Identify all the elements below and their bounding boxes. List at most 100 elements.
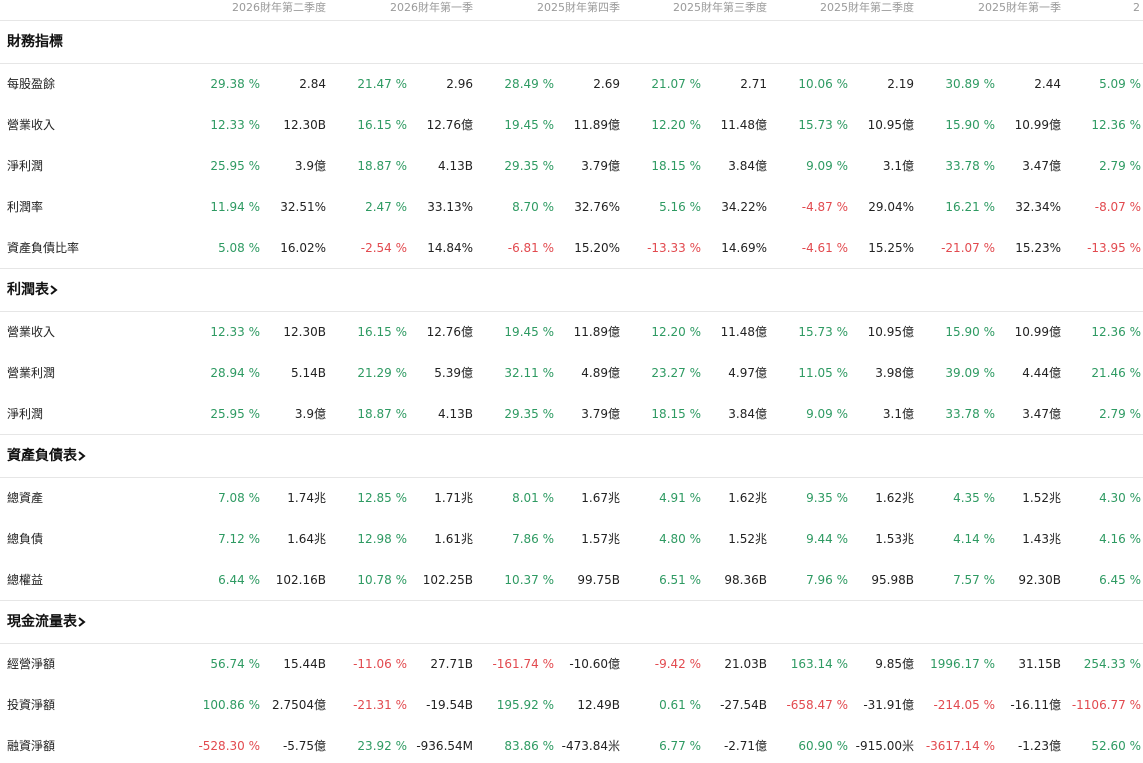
value: 4.97億	[728, 366, 767, 380]
separator	[0, 643, 1143, 644]
change-percent: 6.77 %	[659, 739, 701, 753]
value: 1.64兆	[287, 532, 326, 546]
value: 2.69	[593, 77, 620, 91]
row-label: 資產負債比率	[7, 241, 80, 255]
change-percent: 18.87 %	[357, 407, 407, 421]
change-percent: -8.07 %	[1094, 200, 1141, 214]
column-header: 2025財年第一季	[978, 1, 1061, 14]
section-title-text: 現金流量表	[7, 614, 77, 630]
change-percent: 6.44 %	[218, 573, 260, 587]
separator	[0, 20, 1143, 21]
value: 102.16B	[275, 573, 326, 587]
section-title[interactable]: 現金流量表	[7, 614, 87, 630]
change-percent: 12.36 %	[1091, 118, 1141, 132]
change-percent: 29.38 %	[210, 77, 260, 91]
section-title-text: 財務指標	[7, 34, 63, 50]
value: -915.00米	[855, 739, 914, 753]
value: 32.34%	[1015, 200, 1061, 214]
change-percent: 32.11 %	[504, 366, 554, 380]
change-percent: 1996.17 %	[930, 657, 995, 671]
value: 92.30B	[1018, 573, 1061, 587]
change-percent: 10.78 %	[357, 573, 407, 587]
row-label: 融資淨額	[7, 739, 56, 753]
change-percent: 4.80 %	[659, 532, 701, 546]
row-label: 利潤率	[7, 200, 44, 214]
value: 2.71	[740, 77, 767, 91]
value: 11.89億	[573, 118, 620, 132]
value: 4.13B	[438, 159, 473, 173]
change-percent: -13.95 %	[1087, 241, 1141, 255]
change-percent: 19.45 %	[504, 118, 554, 132]
value: 3.47億	[1022, 407, 1061, 421]
row-label: 總負債	[7, 532, 44, 546]
value: 102.25B	[422, 573, 473, 587]
change-percent: 18.15 %	[651, 159, 701, 173]
value: 34.22%	[721, 200, 767, 214]
value: 33.13%	[427, 200, 473, 214]
change-percent: -4.61 %	[801, 241, 848, 255]
change-percent: 12.20 %	[651, 118, 701, 132]
change-percent: 0.61 %	[659, 698, 701, 712]
value: -936.54M	[416, 739, 473, 753]
change-percent: -528.30 %	[198, 739, 260, 753]
value: 1.52兆	[728, 532, 767, 546]
change-percent: 60.90 %	[798, 739, 848, 753]
value: -5.75億	[282, 739, 326, 753]
change-percent: 5.16 %	[659, 200, 701, 214]
value: -473.84米	[561, 739, 620, 753]
change-percent: 195.92 %	[496, 698, 554, 712]
value: -16.11億	[1010, 698, 1061, 712]
change-percent: 16.15 %	[357, 325, 407, 339]
change-percent: -21.31 %	[353, 698, 407, 712]
change-percent: 5.09 %	[1099, 77, 1141, 91]
value: 31.15B	[1018, 657, 1061, 671]
change-percent: 12.98 %	[357, 532, 407, 546]
value: 21.03B	[724, 657, 767, 671]
change-percent: 10.06 %	[798, 77, 848, 91]
column-header: 2026財年第一季	[390, 1, 473, 14]
change-percent: 33.78 %	[945, 159, 995, 173]
column-header: 2025財年第四季	[537, 1, 620, 14]
separator	[0, 311, 1143, 312]
value: 3.1億	[882, 159, 914, 173]
change-percent: -2.54 %	[360, 241, 407, 255]
value: 10.95億	[867, 325, 914, 339]
change-percent: 12.33 %	[210, 118, 260, 132]
change-percent: 7.57 %	[953, 573, 995, 587]
row-label: 營業利潤	[7, 366, 56, 380]
change-percent: -3617.14 %	[925, 739, 995, 753]
change-percent: 100.86 %	[202, 698, 260, 712]
section-title[interactable]: 利潤表	[7, 282, 59, 298]
value: 2.96	[446, 77, 473, 91]
row-label: 營業收入	[7, 325, 56, 339]
value: 1.61兆	[434, 532, 473, 546]
change-percent: -13.33 %	[647, 241, 701, 255]
change-percent: 18.87 %	[357, 159, 407, 173]
change-percent: 8.70 %	[512, 200, 554, 214]
change-percent: 21.47 %	[357, 77, 407, 91]
value: 4.13B	[438, 407, 473, 421]
change-percent: 29.35 %	[504, 159, 554, 173]
value: 4.44億	[1022, 366, 1061, 380]
change-percent: 2.47 %	[365, 200, 407, 214]
value: 5.39億	[434, 366, 473, 380]
change-percent: 254.33 %	[1083, 657, 1141, 671]
change-percent: 21.07 %	[651, 77, 701, 91]
row-label: 淨利潤	[7, 159, 44, 173]
change-percent: -161.74 %	[492, 657, 554, 671]
change-percent: 25.95 %	[210, 407, 260, 421]
value: 16.02%	[280, 241, 326, 255]
row-label: 每股盈餘	[7, 77, 56, 91]
change-percent: 52.60 %	[1091, 739, 1141, 753]
change-percent: 163.14 %	[790, 657, 848, 671]
value: 1.62兆	[728, 491, 767, 505]
section-title-text: 資產負債表	[7, 448, 77, 464]
change-percent: 15.90 %	[945, 118, 995, 132]
section-title[interactable]: 資產負債表	[7, 448, 87, 464]
value: 95.98B	[871, 573, 914, 587]
change-percent: -1106.77 %	[1071, 698, 1141, 712]
change-percent: -4.87 %	[801, 200, 848, 214]
value: 3.84億	[728, 407, 767, 421]
value: 1.43兆	[1022, 532, 1061, 546]
separator	[0, 268, 1143, 269]
